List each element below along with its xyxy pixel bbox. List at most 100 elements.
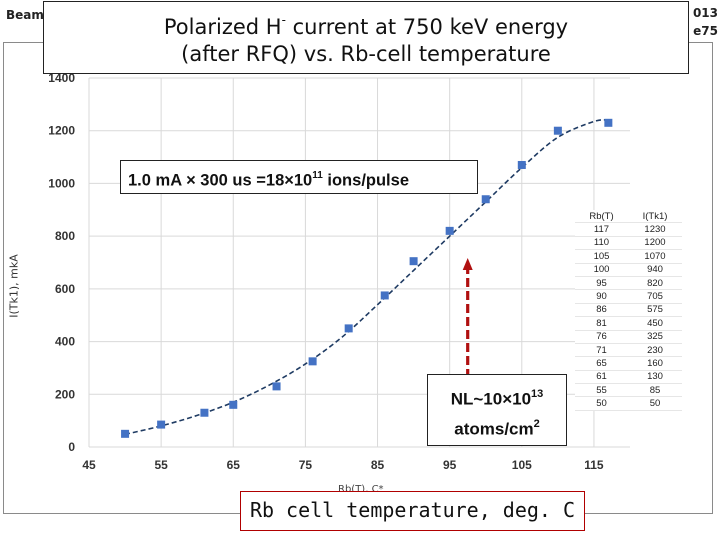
background-slide-text-right-top: 013 [692,6,718,20]
table-row: 65 160 [575,356,682,371]
x-tick-label: 115 [584,458,604,472]
y-tick-label: 600 [55,282,75,296]
data-point [121,429,130,438]
table-cell-rb: 81 [575,316,628,331]
y-tick-label: 1000 [48,176,75,190]
x-axis-original-label: Rb(T), C* [338,484,384,495]
y-tick-label: 1400 [48,71,75,85]
table-row: 55 85 [575,383,682,398]
table-cell-current: 130 [628,370,682,385]
table-cell-rb: 55 [575,383,628,398]
nl-line-1: NL~10×1013 [428,383,566,412]
pulse-annotation: 1.0 mA × 300 us =18×1011 ions/pulse [120,160,478,194]
table-body: 117 1230 110 1200 105 1070 100 940 95 820 90 705 86 5… [575,222,682,411]
nl-line-2-exponent: 2 [533,417,540,430]
table-cell-current: 1200 [628,236,682,251]
data-point [344,324,353,333]
data-point [445,226,454,235]
data-point [157,420,166,429]
x-tick-label: 105 [512,458,532,472]
x-tick-label: 65 [227,458,241,472]
table-cell-rb: 105 [575,249,628,264]
table-header-rb: Rb(T) [575,210,628,224]
table-row: 86 575 [575,303,682,318]
table-cell-rb: 50 [575,396,628,411]
y-tick-label: 0 [68,440,75,454]
table-cell-current: 50 [628,396,682,411]
table-header-row: Rb(T) I(Tk1) [575,210,682,224]
table-cell-rb: 65 [575,356,628,371]
nl-line-1-text: NL~10×10 [450,389,532,409]
y-axis-label: I(Tk1), mkA [7,254,21,318]
table-cell-rb: 61 [575,370,628,385]
table-cell-current: 230 [628,343,682,358]
title-line-2: (after RFQ) vs. Rb-cell temperature [181,42,551,66]
data-point [553,126,562,135]
data-point [604,118,613,127]
title-line-1: Polarized H- current at 750 keV energy [44,9,688,41]
x-tick-label: 55 [154,458,168,472]
slide-title: Polarized H- current at 750 keV energy (… [43,1,689,74]
y-tick-label: 200 [55,387,75,401]
data-point [308,357,317,366]
x-tick-labels: 45 55 65 75 85 95 105 115 [82,458,604,472]
data-table: Rb(T) I(Tk1) 117 1230 110 1200 105 1070 100 940… [575,210,682,411]
table-cell-current: 85 [628,383,682,398]
table-cell-rb: 90 [575,289,628,304]
data-point [481,195,490,204]
table-row: 100 940 [575,263,682,277]
table-cell-rb: 86 [575,303,628,318]
table-cell-rb: 95 [575,276,628,291]
table-cell-current: 575 [628,303,682,318]
table-cell-current: 1070 [628,249,682,264]
y-tick-label: 1200 [48,124,75,138]
table-row: 61 130 [575,370,682,385]
data-point [229,400,238,409]
x-axis-label: Rb cell temperature, deg. C [240,491,585,531]
background-slide-text-left: Beam [6,8,44,22]
pulse-text: 1.0 mA × 300 us =18×10 [128,171,313,190]
y-tick-label: 400 [55,335,75,349]
x-tick-label: 45 [82,458,96,472]
table-row: 50 50 [575,396,682,411]
nl-annotation: NL~10×1013 atoms/cm2 [427,374,567,446]
table-row: 76 325 [575,330,682,344]
table-row: 117 1230 [575,222,682,237]
data-point [272,382,281,391]
table-row: 110 1200 [575,236,682,251]
table-row: 105 1070 [575,249,682,264]
y-tick-label: 800 [55,229,75,243]
nl-arrow-head [462,258,473,270]
data-point [517,160,526,169]
data-point [409,257,418,266]
nl-line-1-exponent: 13 [531,388,544,400]
nl-line-2-text: atoms/cm [454,419,534,439]
title-line-1-text: Polarized H [163,15,282,39]
x-tick-label: 75 [299,458,313,472]
table-cell-current: 940 [628,263,682,277]
table-cell-rb: 76 [575,330,628,344]
table-row: 90 705 [575,289,682,304]
table-row: 81 450 [575,316,682,331]
x-tick-label: 95 [443,458,457,472]
data-point [380,291,389,300]
table-row: 71 230 [575,343,682,358]
table-cell-current: 160 [628,356,682,371]
table-cell-rb: 100 [575,263,628,277]
nl-line-2: atoms/cm2 [428,412,566,443]
data-markers [121,118,613,438]
pulse-text-rest: ions/pulse [322,171,409,190]
data-point [200,408,209,417]
table-cell-current: 325 [628,330,682,344]
table-cell-current: 1230 [628,222,682,237]
background-slide-text-right-bottom: e75 [693,24,718,38]
table-row: 95 820 [575,276,682,291]
table-cell-current: 820 [628,276,682,291]
fit-trend-line [124,119,609,436]
x-tick-label: 85 [371,458,385,472]
table-cell-current: 450 [628,316,682,331]
pulse-exponent: 11 [312,170,323,181]
title-line-1-sup: - [281,13,286,27]
title-line-1-rest: current at 750 keV energy [285,15,569,39]
table-cell-current: 705 [628,289,682,304]
